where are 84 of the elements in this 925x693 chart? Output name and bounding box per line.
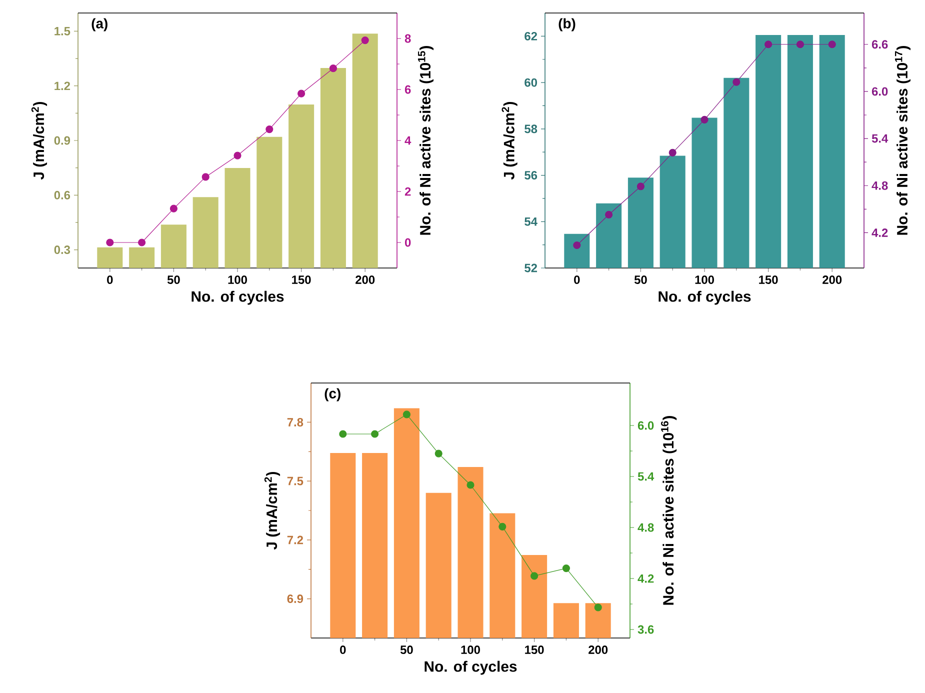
chart-title: (a) <box>92 18 108 32</box>
point <box>170 204 178 212</box>
y-tick-label: 56 <box>524 171 538 180</box>
y-axis-title: J (mA/cm$^{2}$) <box>502 102 518 180</box>
x-tick-label: 50 <box>400 646 413 654</box>
x-axis-title: No. of cycles <box>192 290 284 305</box>
point <box>764 40 772 48</box>
y-tick-label: 58 <box>524 124 538 134</box>
y2-tick-label: 6.0 <box>638 421 654 430</box>
y-axis-title: J (mA/cm$^{2}$) <box>264 472 280 550</box>
point <box>361 36 369 44</box>
x-tick-label: 0 <box>340 646 346 654</box>
x-axis-title: No. of cycles <box>424 660 517 675</box>
y2-tick-label: 2 <box>404 187 411 196</box>
point <box>371 430 379 438</box>
x-axis-title: No. of cycles <box>658 290 751 305</box>
y2-tick-label: 3.6 <box>638 625 654 634</box>
y2-tick-label: 6.0 <box>872 87 888 96</box>
y2-tick-label: 0 <box>404 238 411 247</box>
x-tick-label: 200 <box>588 646 608 654</box>
point <box>828 40 836 48</box>
x-tick-label: 100 <box>461 646 480 654</box>
point <box>329 64 337 72</box>
y2-tick-label: 4.2 <box>872 228 888 237</box>
y2-tick-label: 4.8 <box>638 523 654 532</box>
point <box>466 481 474 489</box>
y-tick-label: 6.9 <box>287 594 304 603</box>
point <box>573 241 581 250</box>
y-tick-label: 62 <box>524 32 538 40</box>
point <box>796 40 804 48</box>
y2-axis-title: No. of Ni active sites (10$^{15}$) <box>418 46 434 235</box>
y-tick-label: 54 <box>524 217 538 226</box>
point <box>700 116 708 124</box>
point <box>339 430 347 438</box>
x-tick-label: 150 <box>525 646 544 654</box>
y2-tick-label: 4 <box>404 136 412 145</box>
x-tick-label: 150 <box>292 276 311 284</box>
y-tick-label: 1.2 <box>54 82 70 90</box>
y-tick-label: 60 <box>524 78 537 87</box>
x-tick-label: 100 <box>695 276 714 284</box>
x-tick-label: 50 <box>634 276 647 284</box>
point <box>298 90 306 98</box>
y-tick-label: 52 <box>524 264 538 272</box>
point <box>530 572 538 580</box>
y-tick-label: 7.5 <box>287 476 304 486</box>
y2-axis-title: No. of Ni active sites (10$^{17}$) <box>895 46 910 235</box>
y-tick-label: 0.3 <box>54 246 70 254</box>
y2-tick-label: 5.4 <box>872 134 888 143</box>
y2-tick-label: 4.2 <box>638 574 654 583</box>
point <box>402 410 410 418</box>
point <box>434 450 442 458</box>
point <box>266 125 274 134</box>
point <box>498 522 506 530</box>
x-tick-label: 0 <box>574 276 580 284</box>
y-tick-label: 7.2 <box>287 536 304 544</box>
x-tick-label: 0 <box>107 276 113 284</box>
y-tick-label: 0.6 <box>54 190 70 200</box>
x-tick-label: 150 <box>759 276 778 284</box>
y-tick-label: 1.5 <box>54 27 70 36</box>
y-tick-label: 7.8 <box>287 418 304 426</box>
y2-axis-title: No. of Ni active sites (10$^{16}$) <box>660 416 677 605</box>
point <box>732 78 740 86</box>
x-tick-label: 200 <box>356 276 375 284</box>
x-tick-label: 200 <box>822 276 842 284</box>
y-axis-title: J (mA/cm$^{2}$) <box>31 102 48 180</box>
point <box>234 152 242 160</box>
point <box>668 148 676 156</box>
point <box>138 238 146 246</box>
x-tick-label: 50 <box>167 276 180 284</box>
y2-tick-label: 6.6 <box>872 40 888 49</box>
y2-tick-label: 5.4 <box>638 472 654 481</box>
y2-tick-label: 4.8 <box>872 181 888 190</box>
point <box>562 564 570 572</box>
x-tick-label: 100 <box>228 276 247 284</box>
y2-tick-label: 8 <box>404 34 411 43</box>
point <box>636 182 644 190</box>
chart-title: (c) <box>324 388 340 402</box>
point <box>106 238 114 246</box>
point <box>202 173 210 181</box>
y-tick-label: 0.9 <box>54 136 70 145</box>
point <box>594 604 602 612</box>
point <box>605 210 613 218</box>
y2-tick-label: 6 <box>404 85 411 94</box>
chart-title: (b) <box>558 18 576 32</box>
